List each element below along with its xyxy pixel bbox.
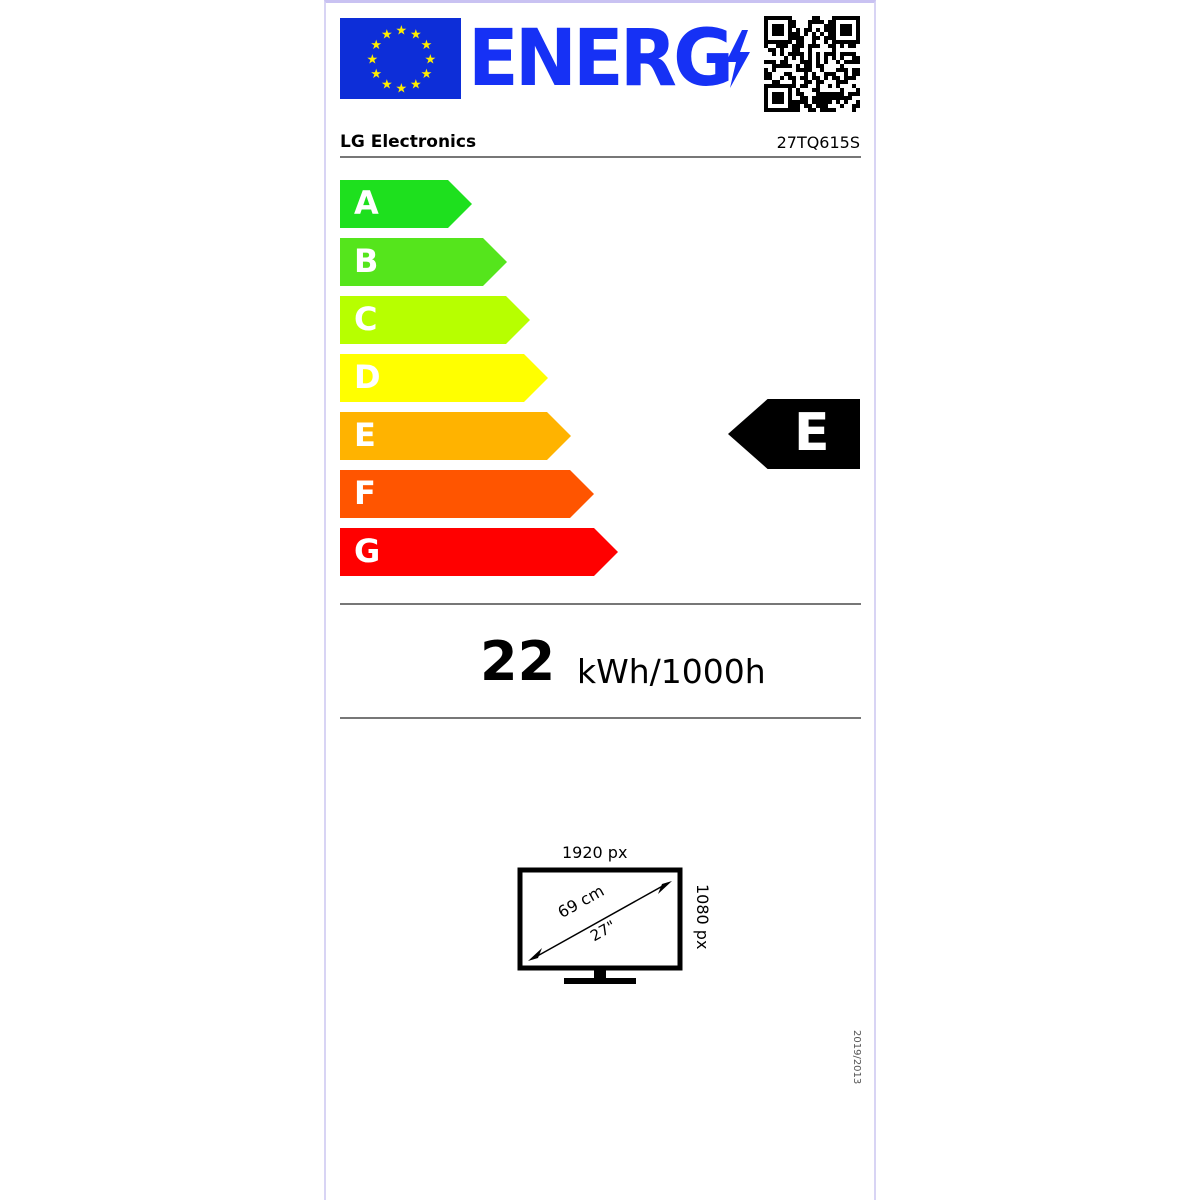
class-letter: E <box>354 416 376 454</box>
supplier-name: LG Electronics <box>340 132 477 152</box>
divider <box>340 603 861 605</box>
star-icon: ★ <box>367 53 379 68</box>
star-icon: ★ <box>421 38 433 53</box>
energy-class-bar-d: D <box>340 354 548 402</box>
divider <box>340 156 861 158</box>
energy-title: ENERG <box>468 14 734 104</box>
qr-code-icon[interactable] <box>764 16 860 112</box>
star-icon: ★ <box>410 78 422 93</box>
class-letter: B <box>354 242 379 280</box>
star-icon: ★ <box>370 67 382 82</box>
energy-class-bar-e: E <box>340 412 571 460</box>
energy-class-bar-f: F <box>340 470 594 518</box>
star-icon: ★ <box>410 27 422 42</box>
class-letter: D <box>354 358 381 396</box>
star-icon: ★ <box>370 38 382 53</box>
eu-flag-icon: ★ ★★★★★★★★★★★ <box>340 18 461 99</box>
model-identifier: 27TQ615S <box>776 133 860 152</box>
monitor-icon <box>517 867 683 984</box>
star-icon: ★ <box>425 53 437 68</box>
star-icon: ★ <box>421 67 433 82</box>
energy-value: 22 <box>480 630 556 693</box>
energy-unit: kWh/1000h <box>577 652 766 691</box>
energy-label <box>324 0 876 1200</box>
star-icon: ★ <box>381 78 393 93</box>
divider <box>340 717 861 719</box>
resolution-width: 1920 px <box>562 843 628 862</box>
resolution-height: 1080 px <box>693 884 712 950</box>
star-icon: ★ <box>396 24 408 39</box>
star-icon: ★ <box>381 27 393 42</box>
regulation-number: 2019/2013 <box>851 1030 862 1085</box>
lightning-icon <box>726 30 750 88</box>
class-letter: F <box>354 474 376 512</box>
star-icon: ★ <box>396 82 408 97</box>
rating-letter: E <box>794 403 830 463</box>
class-letter: G <box>354 532 381 570</box>
energy-class-bar-c: C <box>340 296 530 344</box>
energy-class-bar-a: A <box>340 180 472 228</box>
energy-class-bar-b: B <box>340 238 507 286</box>
class-letter: A <box>354 184 379 222</box>
class-letter: C <box>354 300 378 338</box>
energy-class-bar-g: G <box>340 528 618 576</box>
